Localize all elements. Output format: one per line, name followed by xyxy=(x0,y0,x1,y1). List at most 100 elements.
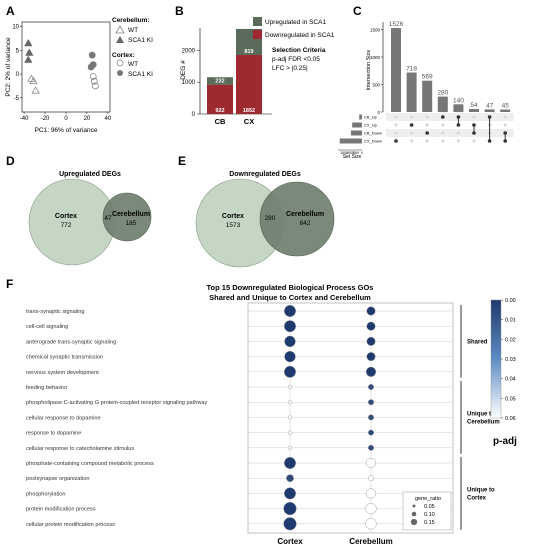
go-dot-cerebellum xyxy=(366,336,376,346)
pca-y-tick-label: -5 xyxy=(14,96,20,102)
upset-set-label: CB_Down xyxy=(364,131,382,136)
upset-bar-value: 45 xyxy=(502,103,510,110)
deg-bar-down-cx xyxy=(236,55,262,114)
upset-intersection-bar xyxy=(500,109,511,112)
pca-x-tick-label: -20 xyxy=(41,116,50,122)
go-title-line-1: Top 15 Downregulated Biological Process … xyxy=(207,283,374,292)
legend-cb-wt-label: WT xyxy=(128,27,138,34)
legend-up-label: Upregulated in SCA1 xyxy=(265,19,326,26)
pca-point-cerebellum-wt xyxy=(29,76,38,85)
go-dot-cortex xyxy=(284,351,296,363)
pca-plot-frame xyxy=(21,21,111,113)
upset-matrix-dot-empty xyxy=(394,115,398,119)
go-dot-cerebellum xyxy=(368,414,374,421)
gene-ratio-legend-dot xyxy=(410,518,418,526)
deg-y-tick-label: 0 xyxy=(192,112,196,118)
criteria-line-1: p-adj FDR <0.05 xyxy=(272,56,320,63)
go-dot-cortex xyxy=(288,385,293,390)
pvalue-colorbar-ticks: 0.00 0.01 0.02 0.03 0.04 0.05 0.06 xyxy=(501,298,516,422)
gene-ratio-legend-dot xyxy=(412,504,416,508)
upset-bar-value: 54 xyxy=(470,102,478,109)
upset-row-stripe xyxy=(386,113,514,121)
upset-set-label: CB_Up xyxy=(364,115,378,120)
venn-down-title: Downregulated DEGs xyxy=(229,171,301,178)
go-dot-cortex xyxy=(284,335,296,348)
go-term-label: phosphorylation xyxy=(26,491,66,497)
go-term-label: cellular protein modification process xyxy=(26,522,115,528)
colorbar-tick-label: 0.05 xyxy=(505,396,516,402)
colorbar-tick-label: 0.00 xyxy=(505,298,516,304)
upset-matrix-dot-filled xyxy=(409,123,414,127)
deg-bar-down-cb xyxy=(207,84,233,114)
go-dot-cortex xyxy=(284,320,296,333)
pvalue-colorbar-label: p-adj xyxy=(493,436,517,447)
pca-y-tick-label: 5 xyxy=(16,48,20,54)
pca-point-cerebellum-ki xyxy=(25,48,34,56)
upset-intersection-bars: 1526 718 569 280 140 54 47 45 xyxy=(389,21,511,112)
venn-down-cortex-label: Cortex xyxy=(222,213,244,220)
legend-cortex-title: Cortex: xyxy=(112,52,135,59)
venn-down-cerebellum-circle xyxy=(259,181,335,257)
upset-set-size-tick: 0 xyxy=(361,151,363,155)
colorbar-tick-label: 0.06 xyxy=(505,416,516,422)
upset-matrix-dot-empty xyxy=(503,115,507,119)
venn-up-title: Upregulated DEGs xyxy=(59,171,121,178)
go-column-cortex: Cortex xyxy=(277,537,303,546)
go-column-cerebellum: Cerebellum xyxy=(349,537,393,546)
pca-point-cortex-wt xyxy=(91,82,99,90)
deg-bar-panel: 0 1000 2000 922 232 CB 1852 819 CX DEG # Upregu… xyxy=(180,17,335,126)
pca-x-tick-label: 40 xyxy=(105,116,112,122)
go-dot-cerebellum xyxy=(365,518,377,530)
pca-point-cerebellum-wt xyxy=(31,86,40,94)
upset-matrix-dot-empty xyxy=(394,131,398,135)
upset-matrix-dot-empty xyxy=(503,123,507,127)
upset-intersection-bar xyxy=(453,104,464,112)
go-plot-frame xyxy=(247,302,454,534)
pvalue-colorbar xyxy=(490,299,502,419)
legend-cx-ki-label: SCA1 KI xyxy=(128,71,153,78)
upset-set-size-label: Set Size xyxy=(343,154,362,160)
go-dot-cerebellum xyxy=(366,321,376,331)
go-dot-cerebellum xyxy=(365,503,377,515)
venn-up-cortex-value: 772 xyxy=(61,222,72,229)
upset-bar-value: 1526 xyxy=(389,21,404,28)
panel-label-f: F xyxy=(6,277,13,291)
upset-matrix-dot-filled xyxy=(394,139,398,143)
go-dotplot-panel: Top 15 Downregulated Biological Process … xyxy=(26,283,517,546)
pca-point-cortex-ki xyxy=(88,51,96,59)
deg-y-ticks: 0 1000 2000 xyxy=(182,48,200,118)
venn-down-overlap-value: 280 xyxy=(265,215,276,222)
upset-intersection-bar xyxy=(406,72,417,112)
go-term-label: phosphate-containing compound metabolic … xyxy=(26,461,154,467)
pca-x-tick-label: 0 xyxy=(64,116,68,122)
upset-bar-value: 718 xyxy=(406,66,417,73)
upset-set-size-bar xyxy=(350,130,362,136)
pca-point-cerebellum-ki xyxy=(24,55,33,63)
upset-matrix-dot-empty xyxy=(410,131,414,135)
upset-matrix-dot-empty xyxy=(441,123,445,127)
go-dot-cerebellum xyxy=(366,306,376,316)
go-term-label: cellular response to dopamine xyxy=(26,415,101,421)
gene-ratio-legend-box xyxy=(402,491,452,531)
go-dot-cerebellum xyxy=(368,384,374,390)
venn-up-cortex-circle xyxy=(28,178,116,266)
go-title-line-2: Shared and Unique to Cortex and Cerebell… xyxy=(209,293,371,302)
colorbar-tick-label: 0.01 xyxy=(505,318,516,324)
upset-set-label: CX_Up xyxy=(364,123,378,128)
upset-intersection-bar xyxy=(484,109,495,112)
gene-ratio-legend-value: 0.10 xyxy=(424,512,435,518)
go-group-label: Unique to xyxy=(467,487,495,493)
venn-up-panel: Upregulated DEGs Cortex 772 47 Cerebellu… xyxy=(28,171,152,266)
go-dot-cortex xyxy=(283,517,297,531)
venn-up-cerebellum-value: 185 xyxy=(126,220,137,227)
go-dot-cortex xyxy=(284,365,296,378)
pca-y-axis-label: PC2: 2% of variance xyxy=(5,37,12,97)
upset-intersection-bar xyxy=(469,109,479,112)
legend-up-swatch xyxy=(253,17,262,26)
upset-y-tick-label: 0 xyxy=(377,110,380,115)
go-term-label: chemical synaptic transmission xyxy=(26,355,103,361)
go-dot-cerebellum xyxy=(366,488,377,499)
deg-category-label: CX xyxy=(244,117,254,126)
upset-matrix-dot-empty xyxy=(456,139,460,143)
